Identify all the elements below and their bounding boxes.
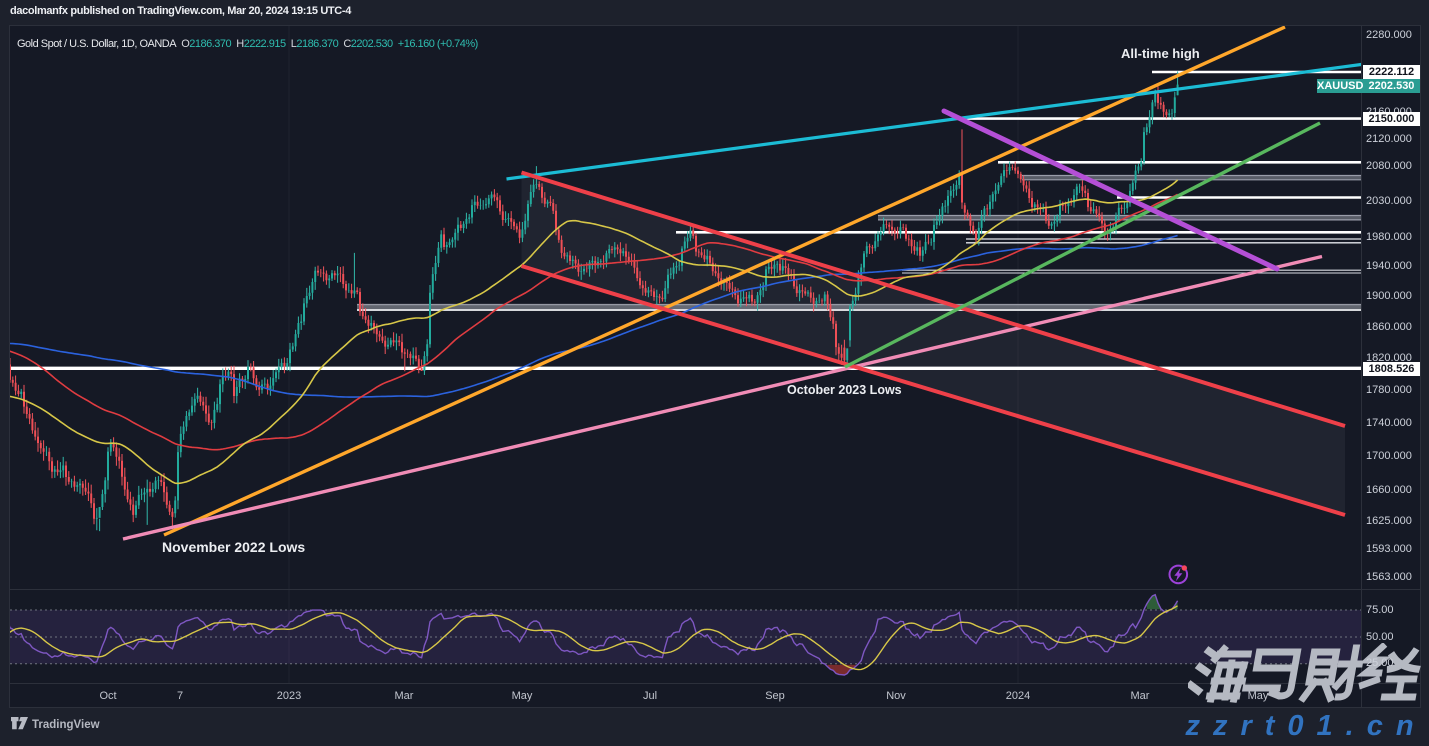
svg-text:TradingView: TradingView [32,719,100,731]
svg-text:zzrt01.cn: zzrt01.cn [1184,710,1426,742]
